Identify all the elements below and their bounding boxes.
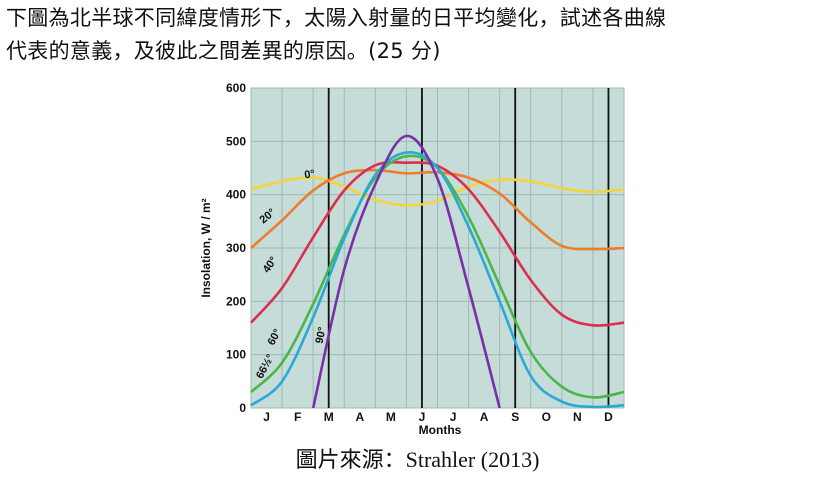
y-tick-label: 100 [226,348,246,362]
question-line-2: 代表的意義，及彼此之間差異的原因。(25 分) [6,39,441,63]
x-tick-label: M [324,410,334,424]
question-text: 下圖為北半球不同緯度情形下，太陽入射量的日平均變化，試述各曲線 代表的意義，及彼… [6,2,832,68]
caption-source: Strahler (2013) [405,447,540,472]
gridlines [250,87,625,409]
series-line-4 [250,151,625,409]
x-tick-label: O [542,410,551,424]
question-line-1: 下圖為北半球不同緯度情形下，太陽入射量的日平均變化，試述各曲線 [6,6,667,30]
y-tick-label: 500 [226,134,246,148]
x-tick-label: M [386,410,396,424]
y-tick-label: 300 [226,241,246,255]
y-axis: 0 100 200 300 400 500 600 [226,81,246,415]
series-label: 90° [314,326,329,345]
x-tick-label: J [419,410,426,424]
series-line-2 [250,160,625,327]
y-tick-label: 200 [226,294,246,308]
x-tick-label: J [450,410,457,424]
x-tick-label: D [604,410,613,424]
x-tick-label: N [573,410,582,424]
series-line-1 [250,168,625,251]
x-tick-label: J [263,410,270,424]
series-line-5 [311,134,501,409]
x-tick-label: A [480,410,489,424]
y-tick-label: 0 [239,401,246,415]
series-line-0 [250,176,625,207]
y-axis-label: Insolation, W / m² [199,198,213,297]
x-axis-label: Months [419,423,462,437]
x-tick-label: S [511,410,519,424]
series-label: 0° [304,168,316,181]
figure-caption: 圖片來源：Strahler (2013) [0,442,835,474]
caption-prefix: 圖片來源： [295,448,406,473]
series-lines [250,134,625,409]
y-tick-label: 600 [226,81,246,95]
y-tick-label: 400 [226,188,246,202]
x-tick-label: F [294,410,301,424]
x-tick-label: A [355,410,364,424]
